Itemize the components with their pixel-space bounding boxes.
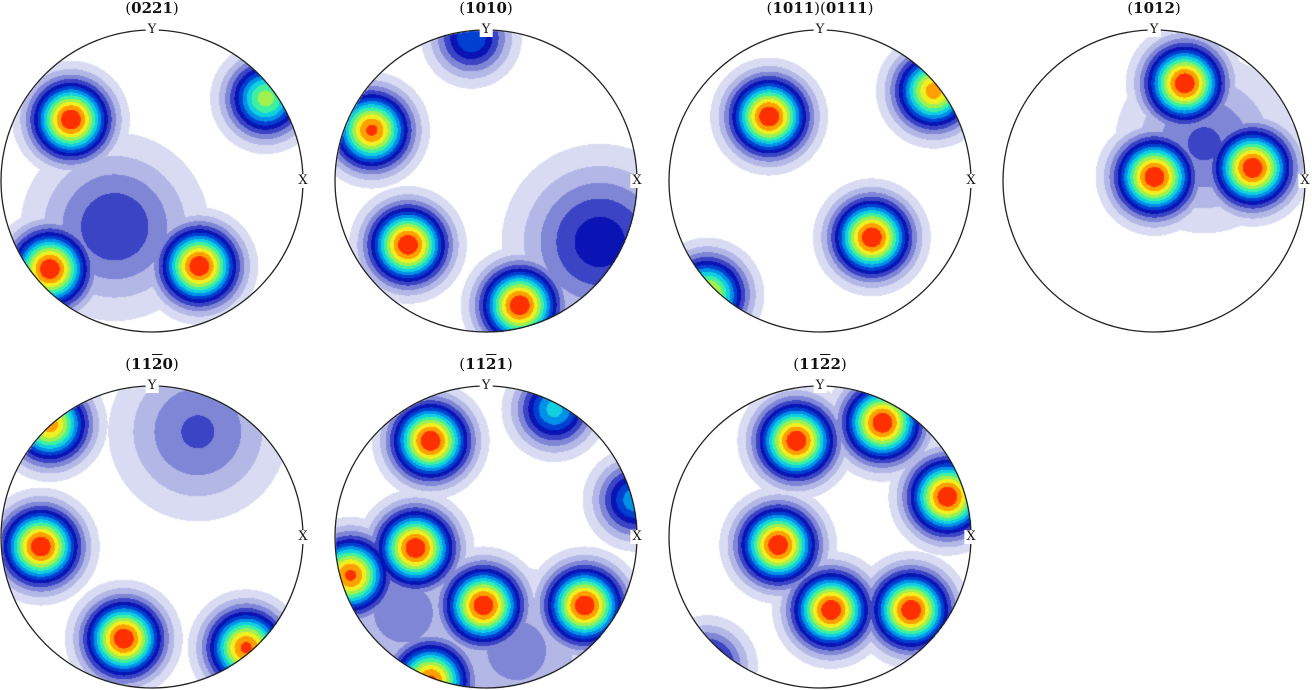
pole-figure-title: (1121): [459, 355, 513, 373]
pole-figure-title: (1010): [459, 0, 513, 17]
pole-figure-title: (1120): [125, 355, 179, 373]
pole-figure-outline: [334, 29, 638, 333]
pole-figure-circle: [334, 385, 638, 689]
pole-figure-outline: [1002, 29, 1306, 333]
pole-figure-density: [333, 28, 639, 334]
pole-figure-circle: [334, 29, 638, 333]
axis-label-x: X: [964, 529, 978, 544]
pole-figure-density: [667, 28, 973, 334]
axis-label-x: X: [296, 529, 310, 544]
axis-label-y: Y: [813, 22, 827, 37]
axis-label-y: Y: [479, 22, 493, 37]
axis-label-x: X: [296, 173, 310, 188]
pole-figure-outline: [668, 385, 972, 689]
pole-figure-title: (1011)(0111): [766, 0, 874, 17]
axis-label-y: Y: [813, 378, 827, 393]
pole-figure-circle: [668, 385, 972, 689]
pole-figure-title: (1122): [793, 355, 847, 373]
pole-figure-density: [0, 28, 305, 334]
axis-label-x: X: [630, 173, 644, 188]
axis-label-y: Y: [145, 378, 159, 393]
pole-figure-density: [667, 384, 973, 690]
pole-figure-outline: [0, 385, 304, 689]
pole-figure-circle: [0, 385, 304, 689]
pole-figure-density: [333, 384, 639, 690]
pole-figure-title: (0221): [125, 0, 179, 17]
pole-figure-outline: [334, 385, 638, 689]
axis-label-x: X: [630, 529, 644, 544]
pole-figure-outline: [0, 29, 304, 333]
pole-figure-circle: [668, 29, 972, 333]
pole-figure-density: [0, 384, 305, 690]
pole-figure-outline: [668, 29, 972, 333]
axis-label-x: X: [1298, 173, 1312, 188]
pole-figure-circle: [0, 29, 304, 333]
pole-figure-title: (1012): [1127, 0, 1181, 17]
axis-label-x: X: [964, 173, 978, 188]
pole-figure-circle: [1002, 29, 1306, 333]
pole-figure-density: [1001, 28, 1307, 334]
axis-label-y: Y: [1147, 22, 1161, 37]
axis-label-y: Y: [145, 22, 159, 37]
axis-label-y: Y: [479, 378, 493, 393]
